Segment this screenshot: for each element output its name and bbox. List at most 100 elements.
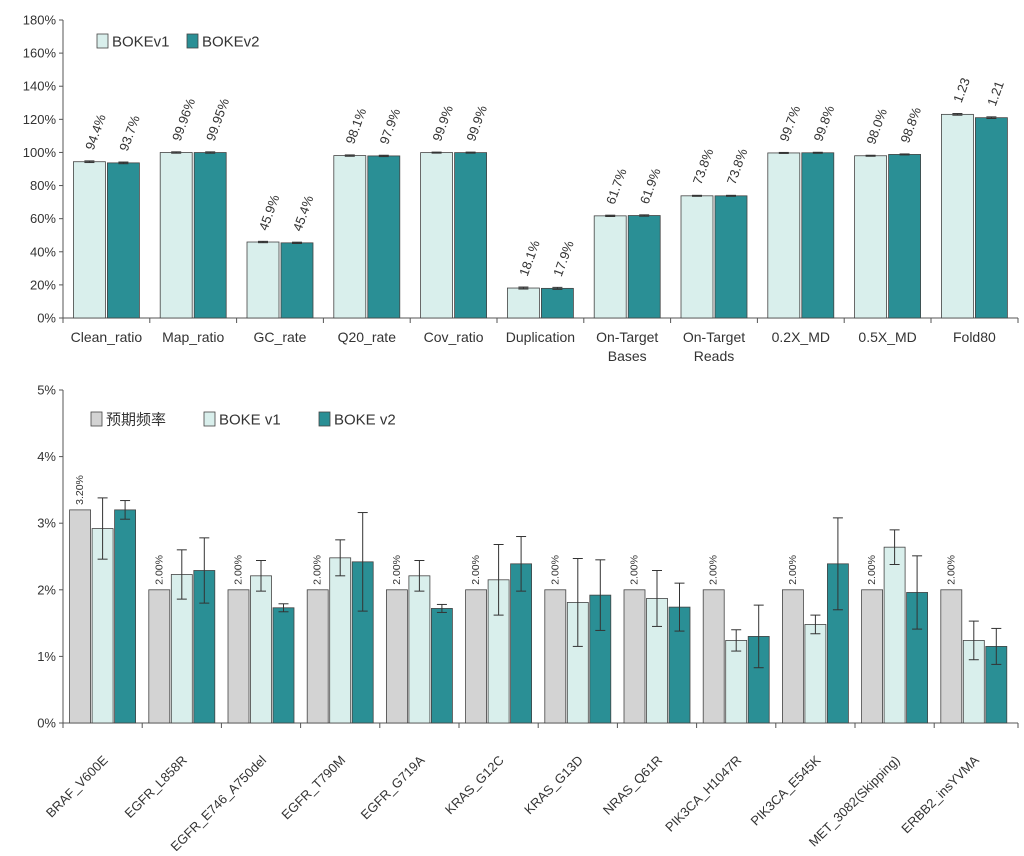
chart1-legend-label: BOKEv1 bbox=[112, 34, 170, 51]
chart2-data-label: 3.20% bbox=[74, 475, 86, 505]
chart2-y-tick-label: 1% bbox=[37, 649, 56, 664]
chart2-bar-2 bbox=[329, 557, 352, 724]
chart1-bar-1 bbox=[420, 152, 454, 319]
chart2-bar-1 bbox=[227, 589, 250, 724]
chart1-data-label: 45.9% bbox=[256, 192, 283, 232]
chart2-data-label: 2.00% bbox=[153, 555, 165, 585]
chart1-data-label: 17.9% bbox=[550, 238, 577, 278]
chart1-category-label: On-Target bbox=[596, 329, 658, 345]
chart2-bar-1 bbox=[306, 589, 329, 724]
chart1-bar-2 bbox=[454, 152, 488, 319]
chart2-category-label: EGFR_L858R bbox=[122, 753, 190, 821]
chart2-category-label: KRAS_G13D bbox=[521, 753, 586, 818]
chart2-bar-2 bbox=[804, 624, 827, 724]
chart2-bar-1 bbox=[861, 589, 883, 724]
chart2-category-label: EGFR_G719A bbox=[358, 752, 428, 822]
chart2-y-tick-label: 3% bbox=[37, 516, 56, 531]
chart1-bar-2 bbox=[193, 152, 227, 319]
chart2-data-label: 2.00% bbox=[787, 555, 799, 585]
chart1-category-label: Fold80 bbox=[953, 329, 996, 345]
chart1-category-label: Map_ratio bbox=[162, 329, 224, 345]
chart1-bar-1 bbox=[246, 241, 280, 319]
chart1-data-label: 99.9% bbox=[463, 103, 490, 143]
chart2-y-tick-label: 2% bbox=[37, 582, 56, 597]
chart2-data-label: 2.00% bbox=[945, 555, 957, 585]
chart2-bar-1 bbox=[623, 589, 646, 724]
chart2-bar-2 bbox=[408, 575, 431, 724]
chart1-data-label: 1.21 bbox=[984, 79, 1007, 108]
chart1-y-tick-label: 20% bbox=[30, 277, 56, 292]
chart2-category-label: NRAS_Q61R bbox=[600, 753, 665, 818]
chart1-bar-2 bbox=[367, 155, 401, 319]
chart1-category-label: Q20_rate bbox=[338, 329, 397, 345]
chart2-category-label: ERBB2_insYVMA bbox=[898, 752, 982, 836]
chart1-y-tick-label: 40% bbox=[30, 244, 56, 259]
chart1-y-tick-label: 120% bbox=[23, 112, 57, 127]
chart1-data-label: 99.8% bbox=[811, 103, 838, 143]
chart2-y-tick-label: 0% bbox=[37, 716, 56, 731]
chart1-bar-2 bbox=[714, 195, 748, 319]
chart1-data-label: 61.9% bbox=[637, 166, 664, 206]
chart1-y-tick-label: 180% bbox=[23, 13, 57, 28]
chart2-bar-1 bbox=[782, 589, 804, 724]
chart1-bar-2 bbox=[541, 287, 574, 319]
chart1-data-label: 93.7% bbox=[116, 113, 143, 153]
chart2-bar-1 bbox=[544, 589, 567, 724]
chart1-category-label: Clean_ratio bbox=[71, 329, 143, 345]
chart1-category-label: Bases bbox=[608, 348, 647, 364]
chart1-y-tick-label: 100% bbox=[23, 145, 57, 160]
chart1-bar-1 bbox=[73, 161, 106, 319]
chart1-bar-2 bbox=[888, 154, 921, 319]
chart2-category-label: PIK3CA_E545K bbox=[747, 752, 823, 828]
chart2-legend-label: BOKE v2 bbox=[334, 412, 396, 429]
chart1-data-label: 98.8% bbox=[897, 105, 924, 145]
chart2-legend-label: BOKE v1 bbox=[219, 412, 281, 429]
chart2-category-label: MET_3082(Skipping) bbox=[806, 753, 903, 850]
chart1-data-label: 73.8% bbox=[724, 146, 751, 186]
chart2-bar-2 bbox=[883, 546, 906, 724]
chart2-legend-swatch bbox=[203, 411, 216, 427]
chart2-data-label: 2.00% bbox=[391, 555, 403, 585]
chart1-data-label: 99.7% bbox=[777, 103, 804, 143]
chart1-category-label: Duplication bbox=[506, 329, 575, 345]
chart2-data-label: 2.00% bbox=[312, 555, 324, 585]
chart2-bar-1 bbox=[385, 589, 408, 724]
chart1-bar-1 bbox=[767, 152, 801, 319]
chart2-data-label: 2.00% bbox=[549, 555, 561, 585]
chart1-bar-1 bbox=[506, 287, 540, 319]
chart2-bar-1 bbox=[69, 509, 91, 724]
chart1-y-tick-label: 160% bbox=[23, 46, 57, 61]
chart2-bar-3 bbox=[272, 607, 295, 724]
chart1-data-label: 99.96% bbox=[169, 96, 198, 143]
chart1-y-tick-label: 60% bbox=[30, 211, 56, 226]
chart2-data-label: 2.00% bbox=[470, 555, 482, 585]
chart2-y-tick-label: 5% bbox=[37, 383, 56, 398]
chart1-category-label: 0.5X_MD bbox=[858, 329, 916, 345]
chart1-data-label: 98.0% bbox=[863, 106, 890, 146]
chart1-data-label: 1.23 bbox=[950, 76, 973, 105]
chart1-category-label: 0.2X_MD bbox=[772, 329, 830, 345]
chart1-data-label: 94.4% bbox=[82, 112, 109, 152]
chart2-y-tick-label: 4% bbox=[37, 449, 56, 464]
chart1-data-label: 98.1% bbox=[343, 106, 370, 146]
chart2-category-label: KRAS_G12C bbox=[442, 753, 507, 818]
chart1-legend-label: BOKEv2 bbox=[202, 34, 260, 51]
chart1-legend-swatch bbox=[96, 33, 109, 49]
chart1-bar-2 bbox=[280, 242, 314, 319]
chart1-y-tick-label: 140% bbox=[23, 79, 57, 94]
chart1-data-label: 18.1% bbox=[516, 238, 543, 278]
chart1-category-label: GC_rate bbox=[254, 329, 307, 345]
chart1-data-label: 73.8% bbox=[690, 146, 717, 186]
chart2-data-label: 2.00% bbox=[866, 555, 878, 585]
chart1-bar-1 bbox=[941, 113, 974, 319]
chart1-y-tick-label: 80% bbox=[30, 178, 56, 193]
chart2-bar-2 bbox=[250, 575, 272, 724]
chart1-bar-1 bbox=[593, 215, 627, 319]
chart1-category-label: Cov_ratio bbox=[424, 329, 484, 345]
chart2-legend-label: 预期频率 bbox=[106, 412, 166, 429]
chart1-legend-swatch bbox=[186, 33, 199, 49]
chart1-data-label: 61.7% bbox=[603, 166, 630, 206]
chart1-bar-1 bbox=[159, 152, 193, 319]
